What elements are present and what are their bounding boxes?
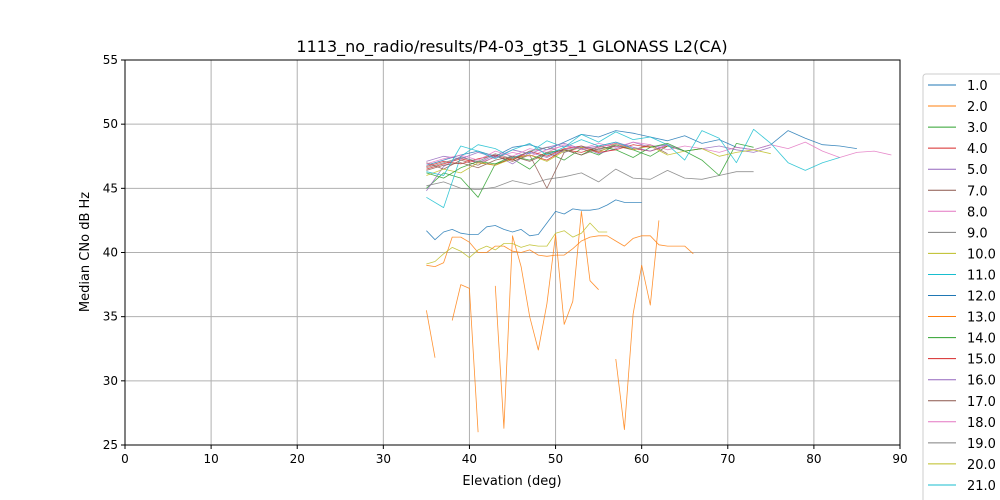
legend-label: 20.0: [967, 458, 996, 473]
legend-label: 1.0: [967, 79, 988, 94]
x-tick-label: 90: [892, 452, 907, 466]
series-line: [494, 210, 599, 429]
legend-label: 12.0: [967, 290, 996, 305]
series-line: [615, 220, 660, 431]
y-tick-label: 35: [103, 310, 118, 324]
y-axis-label: Median CNo dB Hz: [78, 192, 93, 312]
series-21.0: [426, 139, 634, 176]
legend-label: 17.0: [967, 395, 996, 410]
y-tick-label: 30: [103, 374, 118, 388]
series-12.0: [426, 199, 642, 241]
series-line: [426, 145, 616, 171]
y-tick-label: 40: [103, 246, 118, 260]
legend-item: 16.0: [928, 374, 996, 389]
legend-label: 13.0: [967, 311, 996, 326]
x-tick-label: 80: [806, 452, 821, 466]
legend-item: 20.0: [928, 458, 996, 473]
x-tick-label: 0: [121, 452, 129, 466]
legend-label: 19.0: [967, 437, 996, 452]
legend-item: 1.0: [928, 79, 988, 94]
series-line: [426, 199, 642, 241]
x-tick-label: 30: [376, 452, 391, 466]
series-17.0: [426, 145, 616, 171]
legend-item: 13.0: [928, 311, 996, 326]
legend-label: 3.0: [967, 121, 988, 136]
y-tick-label: 50: [103, 117, 118, 131]
series-line: [426, 139, 634, 176]
legend-label: 16.0: [967, 374, 996, 389]
legend-label: 7.0: [967, 184, 988, 199]
legend-item: 3.0: [928, 121, 988, 136]
y-tick-label: 55: [103, 53, 118, 67]
legend-item: 8.0: [928, 205, 988, 220]
legend-item: 2.0: [928, 100, 988, 115]
series-line: [451, 284, 479, 433]
legend-label: 14.0: [967, 332, 996, 347]
y-tick-label: 45: [103, 181, 118, 195]
series-9.0: [426, 168, 754, 191]
x-axis-label: Elevation (deg): [462, 474, 561, 489]
x-tick-label: 60: [634, 452, 649, 466]
x-tick-label: 20: [290, 452, 305, 466]
series-line: [426, 141, 771, 192]
series-19.0: [426, 144, 616, 169]
series-line: [426, 142, 634, 165]
series-line: [426, 235, 694, 268]
x-tick-label: 70: [720, 452, 735, 466]
legend-item: 21.0: [928, 479, 996, 494]
x-tick-label: 10: [203, 452, 218, 466]
series-line: [426, 222, 608, 265]
series-line: [477, 141, 892, 164]
legend-label: 10.0: [967, 247, 996, 262]
series-line: [426, 144, 616, 169]
legend-item: 10.0: [928, 247, 996, 262]
series-8.0: [477, 141, 892, 164]
legend-label: 21.0: [967, 479, 996, 494]
legend-label: 4.0: [967, 142, 988, 157]
series-5.0: [426, 141, 771, 192]
ticks: 0 10 20 30 40 50 60 70 80 90 25 30 35 40 45 50 55: [103, 53, 908, 466]
series-18.0: [426, 142, 634, 165]
series-13.0: [426, 235, 694, 268]
series-20.0: [426, 222, 608, 265]
legend-frame: [922, 73, 1000, 500]
series-line: [426, 128, 840, 209]
legend-item: 19.0: [928, 437, 996, 452]
legend-item: 4.0: [928, 142, 988, 157]
x-tick-label: 50: [548, 452, 563, 466]
y-tick-label: 25: [103, 438, 118, 452]
legend-label: 11.0: [967, 268, 996, 283]
series-line: [426, 144, 668, 189]
series-2.0: [426, 210, 660, 433]
series-7.0: [426, 144, 668, 189]
legend-item: 11.0: [928, 268, 996, 283]
x-tick-label: 40: [462, 452, 477, 466]
legend-item: 14.0: [928, 332, 996, 347]
chart-title: 1113_no_radio/results/P4-03_gt35_1 GLONA…: [296, 37, 727, 57]
legend-item: 12.0: [928, 290, 996, 305]
series-line: [426, 144, 651, 167]
legend-label: 18.0: [967, 416, 996, 431]
legend-label: 2.0: [967, 100, 988, 115]
legend-item: 7.0: [928, 184, 988, 199]
legend: 1.0 2.0 3.0 4.0 5.0 7.0 8.0 9.0 10.0 11.0 12.0 13.0…: [922, 73, 1000, 500]
legend-label: 8.0: [967, 205, 988, 220]
legend-item: 9.0: [928, 226, 988, 241]
legend-item: 17.0: [928, 395, 996, 410]
legend-item: 5.0: [928, 163, 988, 178]
series-15.0: [426, 144, 651, 167]
series-11.0: [426, 128, 840, 209]
legend-item: 18.0: [928, 416, 996, 431]
legend-item: 15.0: [928, 353, 996, 368]
series-line: [426, 168, 754, 191]
legend-label: 15.0: [967, 353, 996, 368]
legend-label: 5.0: [967, 163, 988, 178]
legend-label: 9.0: [967, 226, 988, 241]
series-lines: [426, 128, 892, 433]
grid: [124, 59, 901, 446]
series-line: [426, 310, 436, 358]
